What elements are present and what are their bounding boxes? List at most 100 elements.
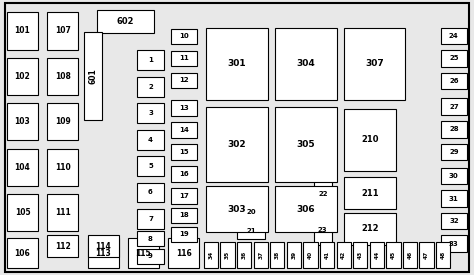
Text: 307: 307 (365, 59, 384, 68)
Text: 113: 113 (95, 249, 111, 257)
Text: 103: 103 (15, 117, 30, 126)
Text: 27: 27 (449, 104, 459, 110)
Bar (344, 28, 405, 100)
Text: 24: 24 (449, 33, 459, 39)
Bar (270, 242, 284, 268)
Text: 110: 110 (55, 163, 71, 172)
Bar (137, 130, 164, 150)
Text: 26: 26 (449, 78, 459, 84)
Bar (171, 51, 197, 66)
Text: 19: 19 (179, 232, 189, 237)
Bar (206, 186, 268, 232)
Text: 14: 14 (179, 127, 189, 133)
Text: 304: 304 (296, 59, 315, 68)
Bar (206, 107, 268, 182)
Text: 42: 42 (341, 251, 346, 259)
Bar (237, 204, 265, 220)
Text: 48: 48 (441, 251, 446, 259)
Bar (47, 235, 78, 257)
Bar (171, 188, 197, 204)
Bar (171, 166, 197, 182)
Bar (171, 122, 197, 138)
Bar (171, 100, 197, 116)
Text: 28: 28 (449, 126, 459, 132)
Text: 41: 41 (325, 251, 329, 259)
Text: 6: 6 (148, 189, 153, 196)
Text: 5: 5 (148, 163, 153, 169)
Text: 40: 40 (308, 251, 313, 259)
Text: 4: 4 (148, 137, 153, 143)
Bar (436, 242, 450, 268)
Bar (171, 29, 197, 44)
Bar (344, 213, 396, 245)
Bar (137, 103, 164, 123)
Bar (137, 156, 164, 176)
Text: 38: 38 (275, 251, 280, 259)
Bar (84, 32, 102, 120)
Text: 37: 37 (258, 251, 263, 259)
Text: 601: 601 (89, 68, 98, 84)
Bar (137, 77, 164, 97)
Bar (353, 242, 367, 268)
Bar (403, 242, 417, 268)
Text: 31: 31 (449, 196, 459, 202)
Bar (171, 73, 197, 88)
Bar (137, 231, 164, 246)
Text: 3: 3 (148, 110, 153, 116)
Bar (441, 235, 467, 252)
Text: 102: 102 (15, 72, 30, 81)
Text: 32: 32 (449, 218, 459, 224)
Text: 212: 212 (361, 224, 379, 233)
Bar (237, 242, 251, 268)
Text: 114: 114 (95, 242, 111, 251)
Text: 210: 210 (361, 135, 378, 144)
Text: 43: 43 (358, 251, 363, 259)
Text: 104: 104 (15, 163, 30, 172)
Bar (47, 103, 78, 140)
Text: 20: 20 (246, 209, 256, 215)
Text: 29: 29 (449, 149, 459, 155)
Text: 116: 116 (176, 249, 191, 257)
Text: 12: 12 (179, 78, 189, 83)
Bar (287, 242, 301, 268)
Bar (441, 73, 467, 89)
Text: 21: 21 (246, 228, 256, 234)
Text: 305: 305 (296, 140, 315, 149)
Bar (137, 183, 164, 202)
Text: 44: 44 (374, 251, 379, 259)
Bar (275, 107, 337, 182)
Bar (419, 242, 434, 268)
Text: 108: 108 (55, 72, 71, 81)
Text: 17: 17 (179, 193, 189, 199)
Text: 47: 47 (424, 251, 429, 259)
Bar (171, 144, 197, 159)
Text: 115: 115 (136, 249, 151, 257)
Bar (254, 242, 268, 268)
Bar (370, 242, 384, 268)
Text: 18: 18 (179, 212, 189, 218)
Bar (441, 28, 467, 44)
Bar (47, 148, 78, 186)
Text: 1: 1 (148, 57, 153, 63)
Text: 7: 7 (148, 216, 153, 222)
Bar (171, 208, 197, 223)
Bar (47, 12, 78, 50)
Bar (441, 168, 467, 184)
Text: 16: 16 (179, 171, 189, 177)
Text: 106: 106 (15, 249, 30, 257)
Bar (275, 186, 337, 232)
Text: 30: 30 (449, 173, 459, 179)
Text: 22: 22 (318, 191, 328, 197)
Text: 112: 112 (55, 242, 71, 251)
Bar (337, 242, 351, 268)
Text: 306: 306 (296, 205, 315, 213)
Text: 101: 101 (15, 26, 30, 35)
Bar (88, 235, 118, 257)
Bar (88, 238, 118, 268)
Bar (314, 179, 332, 209)
Bar (204, 242, 218, 268)
Bar (237, 223, 265, 239)
Text: 46: 46 (408, 251, 412, 259)
Bar (441, 190, 467, 207)
Text: 13: 13 (179, 105, 189, 111)
